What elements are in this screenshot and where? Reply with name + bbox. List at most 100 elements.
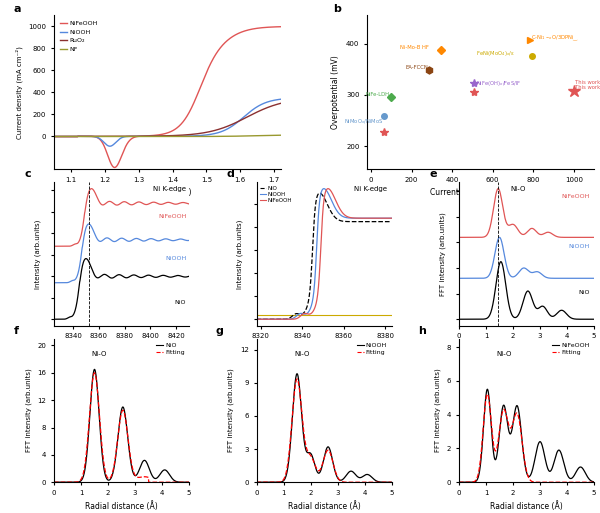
Text: Ni-O: Ni-O [510,186,526,192]
NiOOH [320,186,328,192]
NiOOH [188,133,196,139]
NiFeOOH [334,201,341,207]
NiO [364,219,371,225]
Text: NiO: NiO [175,300,187,305]
NiOOH [106,143,113,149]
NiO [318,191,325,198]
NF [195,133,202,140]
NiOOH [334,208,341,214]
RuO₂ [277,100,284,106]
Y-axis label: Intensity (arb.units): Intensity (arb.units) [237,219,244,289]
Line: NiFeOOH: NiFeOOH [54,27,281,167]
Legend: NiO, NiOOH, NiFeOOH: NiO, NiOOH, NiFeOOH [259,185,293,204]
Y-axis label: FFT intensity (arb.units): FFT intensity (arb.units) [439,212,446,296]
Text: NiFeOOH: NiFeOOH [158,214,187,219]
Y-axis label: Overpotential (mV): Overpotential (mV) [331,55,340,129]
NiO [253,316,260,322]
NiOOH [326,193,334,200]
Legend: NiO, Fitting: NiO, Fitting [154,342,186,356]
Legend: NiOOH, Fitting: NiOOH, Fitting [355,342,388,356]
NiO [326,206,334,212]
Text: Ni-O: Ni-O [92,351,107,357]
NiO [316,190,323,196]
NiFeOOH [325,186,332,192]
NF [223,133,230,140]
Legend: NiFeOOH, Fitting: NiFeOOH, Fitting [551,342,591,356]
Y-axis label: FFT intensity (arb.units): FFT intensity (arb.units) [25,368,32,452]
NF [182,133,190,140]
NF [277,132,284,139]
NF [246,133,253,139]
NiOOH [385,215,392,221]
Text: This work: This work [575,80,600,85]
NiFeOOH [388,215,395,221]
NiOOH [253,316,260,322]
NiO [388,219,395,225]
NiOOH [277,96,284,102]
NiFeOOH [326,187,334,193]
NiFeOOH [182,114,190,121]
NiFeOOH [195,88,202,94]
NiOOH [195,132,202,139]
X-axis label: Radial distance (Å): Radial distance (Å) [85,501,158,511]
Text: e: e [430,169,437,179]
Text: NiFeOOH: NiFeOOH [562,194,590,199]
Text: NiOOH: NiOOH [569,244,590,249]
Text: NiOOH: NiOOH [165,255,187,261]
RuO₂ [50,133,58,140]
NiOOH [246,109,253,115]
NiOOH [50,133,58,140]
NiO [385,219,392,225]
NiOOH [223,126,230,132]
RuO₂ [182,132,190,138]
Text: This work: This work [575,85,600,90]
Text: EA-FCCN: EA-FCCN [405,65,428,70]
RuO₂ [188,131,196,137]
NiFeOOH [64,134,71,140]
RuO₂ [246,113,253,119]
NiOOH [388,215,395,221]
Text: Ni-O: Ni-O [295,351,310,357]
NF [64,133,71,140]
NiFeOOH [277,24,284,30]
RuO₂ [195,130,202,136]
Text: h: h [419,326,427,336]
X-axis label: Radial distance (Å): Radial distance (Å) [287,501,361,511]
Text: Ni K-edge: Ni K-edge [154,186,187,192]
NiFeOOH [188,104,196,110]
Line: NiO: NiO [257,193,392,319]
X-axis label: Current density (mA cm⁻²): Current density (mA cm⁻²) [430,188,532,198]
Text: NiFe(OH)$_x$/FeS/IF: NiFe(OH)$_x$/FeS/IF [476,78,521,88]
Line: NiOOH: NiOOH [54,99,281,146]
NiOOH [364,215,371,221]
Text: Ni-O: Ni-O [497,351,512,357]
Y-axis label: FFT intensity (arb.units): FFT intensity (arb.units) [228,368,235,452]
Line: RuO₂: RuO₂ [54,103,281,136]
Text: Ni K-edge: Ni K-edge [355,186,388,192]
NiFeOOH [364,215,371,221]
Legend: NiFeOOH, NiOOH, RuO₂, NF: NiFeOOH, NiOOH, RuO₂, NF [57,18,100,54]
Text: NiMoO$_x$/NiMoS: NiMoO$_x$/NiMoS [344,117,383,126]
Y-axis label: FFT intensity (arb.units): FFT intensity (arb.units) [435,368,442,452]
Text: b: b [333,4,341,14]
X-axis label: Energy (eV): Energy (eV) [302,345,347,354]
NF [188,133,196,140]
NiFeOOH [317,248,324,254]
Text: g: g [216,326,224,336]
X-axis label: Radial distance (Å): Radial distance (Å) [490,345,563,355]
NiOOH [182,133,190,139]
RuO₂ [64,133,71,140]
Text: Ni-Mo-B HF: Ni-Mo-B HF [400,45,429,50]
NiOOH [64,133,71,140]
NiO [334,216,341,222]
Y-axis label: Current density (mA cm⁻²): Current density (mA cm⁻²) [16,46,23,139]
X-axis label: Radial distance (Å): Radial distance (Å) [490,501,563,511]
Text: FeNi(MoO$_4$)$_x$/ε: FeNi(MoO$_4$)$_x$/ε [476,49,515,58]
NiFeOOH [385,215,392,221]
Line: NiFeOOH: NiFeOOH [257,189,392,319]
Text: NiFe-LDH: NiFe-LDH [366,92,390,97]
Text: C-Ni$_{1-x}$O/3DPNi$‿$: C-Ni$_{1-x}$O/3DPNi$‿$ [531,34,580,43]
Line: NiOOH: NiOOH [257,189,392,319]
Text: NiO: NiO [578,290,590,295]
NiFeOOH [253,316,260,322]
